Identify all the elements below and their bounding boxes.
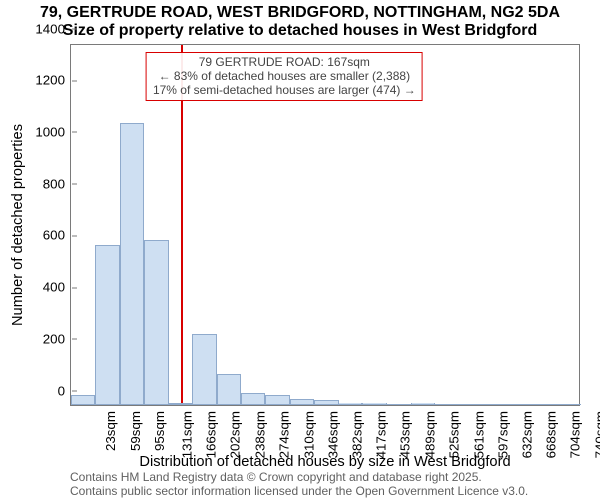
histogram-bar [144,240,168,405]
y-tick-label: 1400 [35,21,71,36]
annotation-line1: 79 GERTRUDE ROAD: 167sqm [153,56,416,70]
x-tick-label: 59sqm [128,411,143,451]
histogram-bar [508,404,532,405]
histogram-bar [387,404,411,405]
x-tick-label: 95sqm [152,411,167,451]
histogram-bar [290,399,314,405]
annotation-line2: ← 83% of detached houses are smaller (2,… [153,70,416,84]
x-tick-label: 668sqm [544,411,559,458]
x-axis-label: Distribution of detached houses by size … [70,454,580,470]
histogram-bar [168,403,192,405]
y-axis-label: Number of detached properties [10,124,26,326]
histogram-bar [95,245,119,405]
x-tick-label: 382sqm [350,411,365,458]
histogram-bar [217,374,241,405]
x-tick-label: 166sqm [204,411,219,458]
y-tick-label: 1200 [35,73,71,88]
histogram-bar [192,334,216,405]
histogram-bar [338,403,362,405]
histogram-bar [362,403,386,405]
x-tick-label: 632sqm [519,411,534,458]
x-tick-label: 525sqm [447,411,462,458]
footer-copyright-line2: Contains public sector information licen… [70,484,528,498]
x-tick-label: 310sqm [301,411,316,458]
histogram-bar [411,403,435,405]
y-tick-label: 0 [58,383,71,398]
chart-title-line1: 79, GERTRUDE ROAD, WEST BRIDGFORD, NOTTI… [0,4,600,22]
chart-root: 79, GERTRUDE ROAD, WEST BRIDGFORD, NOTTI… [0,0,600,500]
histogram-bar [71,395,95,405]
histogram-bar [557,404,581,405]
y-tick-label: 1000 [35,124,71,139]
y-tick-label: 400 [43,280,71,295]
x-tick-label: 704sqm [568,411,583,458]
x-tick-label: 417sqm [374,411,389,458]
chart-title-line2: Size of property relative to detached ho… [0,22,600,40]
x-tick-label: 346sqm [326,411,341,458]
x-tick-label: 561sqm [471,411,486,458]
histogram-bar [483,404,507,405]
histogram-bar [532,404,556,405]
histogram-bar [460,404,484,405]
histogram-bar [120,123,144,405]
y-tick-label: 600 [43,228,71,243]
annotation-box: 79 GERTRUDE ROAD: 167sqm ← 83% of detach… [146,52,423,101]
x-tick-label: 740sqm [593,411,600,458]
histogram-bar [265,395,289,405]
histogram-bar [314,400,338,405]
histogram-bar [435,404,459,405]
x-tick-label: 453sqm [398,411,413,458]
footer-copyright-line1: Contains HM Land Registry data © Crown c… [70,470,482,484]
x-tick-label: 238sqm [253,411,268,458]
y-tick-label: 800 [43,176,71,191]
x-tick-label: 131sqm [180,411,195,458]
histogram-bar [241,393,265,405]
x-tick-label: 202sqm [228,411,243,458]
y-tick-label: 200 [43,331,71,346]
x-tick-label: 597sqm [496,411,511,458]
x-tick-label: 489sqm [423,411,438,458]
x-tick-label: 274sqm [277,411,292,458]
annotation-line3: 17% of semi-detached houses are larger (… [153,84,416,98]
x-tick-label: 23sqm [103,411,118,451]
plot-area: 020040060080010001200140023sqm59sqm95sqm… [70,44,580,406]
